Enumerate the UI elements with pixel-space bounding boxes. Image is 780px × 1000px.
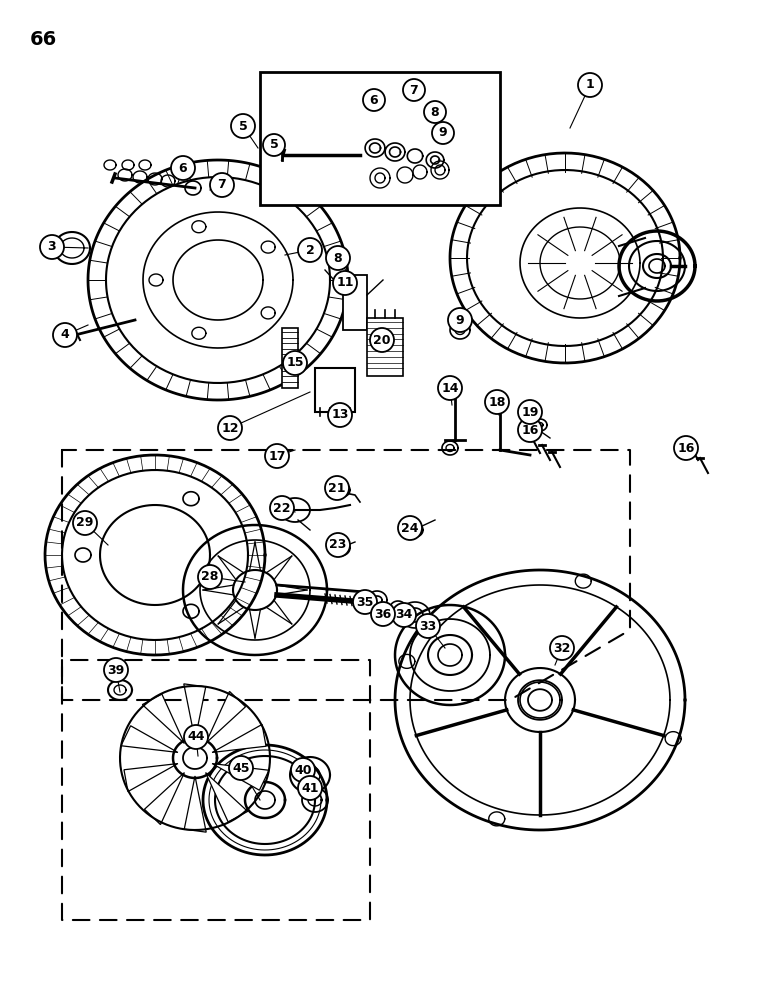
Circle shape bbox=[403, 79, 425, 101]
Circle shape bbox=[326, 246, 350, 270]
Circle shape bbox=[283, 351, 307, 375]
Text: 36: 36 bbox=[374, 607, 392, 620]
Text: 16: 16 bbox=[521, 424, 539, 436]
Circle shape bbox=[392, 603, 416, 627]
Text: 7: 7 bbox=[218, 178, 226, 192]
Text: 14: 14 bbox=[441, 381, 459, 394]
Text: 34: 34 bbox=[395, 608, 413, 621]
Text: 24: 24 bbox=[401, 522, 419, 534]
Polygon shape bbox=[206, 691, 246, 743]
Text: 11: 11 bbox=[336, 276, 354, 290]
Circle shape bbox=[416, 614, 440, 638]
Circle shape bbox=[73, 511, 97, 535]
Text: 2: 2 bbox=[306, 243, 314, 256]
Circle shape bbox=[298, 238, 322, 262]
Text: 9: 9 bbox=[438, 126, 447, 139]
Polygon shape bbox=[206, 773, 248, 822]
Text: 20: 20 bbox=[374, 334, 391, 347]
Circle shape bbox=[518, 400, 542, 424]
Text: 13: 13 bbox=[332, 408, 349, 422]
Polygon shape bbox=[121, 726, 178, 752]
FancyBboxPatch shape bbox=[367, 318, 403, 376]
Polygon shape bbox=[184, 776, 206, 832]
Circle shape bbox=[298, 776, 322, 800]
Circle shape bbox=[210, 173, 234, 197]
Polygon shape bbox=[184, 684, 206, 740]
Text: 23: 23 bbox=[329, 538, 346, 552]
Text: 16: 16 bbox=[677, 442, 695, 454]
Circle shape bbox=[485, 390, 509, 414]
Text: 5: 5 bbox=[239, 119, 247, 132]
Polygon shape bbox=[144, 773, 184, 825]
Circle shape bbox=[263, 134, 285, 156]
Bar bbox=[260, 72, 500, 205]
Circle shape bbox=[578, 73, 602, 97]
Text: 17: 17 bbox=[268, 450, 285, 462]
Circle shape bbox=[104, 658, 128, 682]
Circle shape bbox=[325, 476, 349, 500]
Text: 44: 44 bbox=[187, 730, 204, 744]
Text: 4: 4 bbox=[61, 328, 69, 342]
Text: 19: 19 bbox=[521, 406, 539, 418]
Circle shape bbox=[550, 636, 574, 660]
Text: 7: 7 bbox=[410, 84, 418, 97]
Circle shape bbox=[171, 156, 195, 180]
Circle shape bbox=[231, 114, 255, 138]
Polygon shape bbox=[212, 724, 266, 752]
Circle shape bbox=[326, 533, 350, 557]
Text: 29: 29 bbox=[76, 516, 94, 530]
Circle shape bbox=[370, 328, 394, 352]
Text: 6: 6 bbox=[370, 94, 378, 106]
Text: 66: 66 bbox=[30, 30, 57, 49]
Text: 33: 33 bbox=[420, 619, 437, 633]
Text: 9: 9 bbox=[456, 314, 464, 326]
Circle shape bbox=[40, 235, 64, 259]
Circle shape bbox=[518, 418, 542, 442]
Text: 18: 18 bbox=[488, 395, 505, 408]
Text: 32: 32 bbox=[553, 642, 571, 654]
Text: 5: 5 bbox=[270, 138, 278, 151]
Text: 6: 6 bbox=[179, 161, 187, 174]
Circle shape bbox=[198, 565, 222, 589]
Circle shape bbox=[184, 725, 208, 749]
Circle shape bbox=[333, 271, 357, 295]
Polygon shape bbox=[124, 764, 178, 792]
Text: 3: 3 bbox=[48, 240, 56, 253]
Text: 45: 45 bbox=[232, 762, 250, 774]
Circle shape bbox=[398, 516, 422, 540]
Circle shape bbox=[53, 323, 77, 347]
Text: 12: 12 bbox=[222, 422, 239, 434]
FancyBboxPatch shape bbox=[343, 275, 367, 330]
Text: 21: 21 bbox=[328, 482, 346, 494]
Circle shape bbox=[229, 756, 253, 780]
Text: 8: 8 bbox=[431, 105, 439, 118]
FancyBboxPatch shape bbox=[315, 368, 355, 412]
Circle shape bbox=[265, 444, 289, 468]
Polygon shape bbox=[142, 694, 184, 743]
Text: 22: 22 bbox=[273, 502, 291, 514]
Text: 1: 1 bbox=[586, 79, 594, 92]
Circle shape bbox=[218, 416, 242, 440]
Circle shape bbox=[371, 602, 395, 626]
Text: 35: 35 bbox=[356, 595, 374, 608]
Text: 28: 28 bbox=[201, 570, 218, 584]
Text: 15: 15 bbox=[286, 357, 303, 369]
Text: 40: 40 bbox=[294, 764, 312, 776]
Circle shape bbox=[424, 101, 446, 123]
Circle shape bbox=[328, 403, 352, 427]
Circle shape bbox=[363, 89, 385, 111]
Circle shape bbox=[353, 590, 377, 614]
Polygon shape bbox=[212, 764, 269, 790]
Text: 8: 8 bbox=[334, 251, 342, 264]
Circle shape bbox=[674, 436, 698, 460]
Circle shape bbox=[432, 122, 454, 144]
Circle shape bbox=[448, 308, 472, 332]
Circle shape bbox=[291, 758, 315, 782]
FancyBboxPatch shape bbox=[282, 328, 298, 388]
Text: 39: 39 bbox=[108, 664, 125, 676]
Circle shape bbox=[438, 376, 462, 400]
Circle shape bbox=[270, 496, 294, 520]
Text: 41: 41 bbox=[301, 782, 319, 794]
